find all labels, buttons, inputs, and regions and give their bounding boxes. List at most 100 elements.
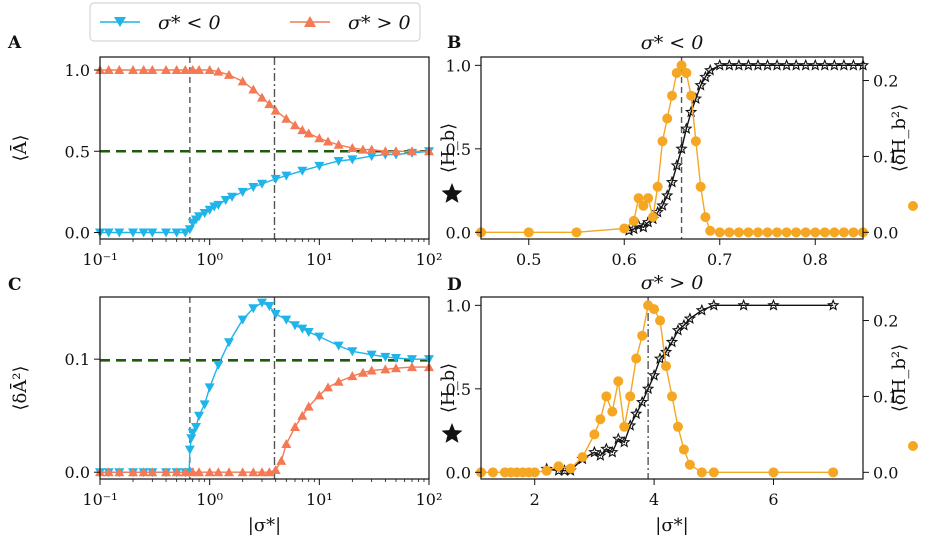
data-point (333, 157, 344, 166)
data-point (667, 391, 677, 402)
data-point (684, 105, 698, 118)
data-point (270, 309, 281, 319)
data-point (220, 196, 231, 205)
data-point (675, 142, 688, 155)
data-point (780, 58, 793, 71)
axes-frame (99, 56, 430, 240)
data-point (553, 461, 564, 472)
data-point (799, 58, 812, 71)
data-point (638, 200, 649, 211)
data-point (290, 321, 301, 331)
x-tick-label: 0.5 (516, 250, 541, 269)
panel-label: C (8, 275, 22, 295)
data-point (264, 99, 275, 109)
data-point (161, 228, 172, 238)
y-right-axis-label: ⟨δH_b²⟩ (889, 104, 910, 172)
y-axis-label: ⟨H_b⟩ (438, 123, 459, 173)
y-right-tick-label: 0.2 (873, 72, 898, 91)
data-point (647, 369, 661, 381)
data-point (147, 228, 158, 238)
data-point (290, 422, 301, 431)
data-point (390, 363, 401, 373)
y-axis-label: ⟨H_b⟩ (438, 363, 459, 413)
data-point (333, 139, 344, 149)
x-axis-label: |σ*| (248, 515, 281, 536)
y-tick-label: 0.5 (446, 140, 471, 159)
data-point (248, 183, 259, 192)
data-point (347, 143, 358, 152)
legend-marker-positive (304, 16, 316, 27)
data-point (190, 423, 201, 432)
data-point (838, 227, 849, 238)
data-point (366, 152, 377, 162)
data-point (248, 467, 259, 477)
data-point (665, 175, 679, 188)
data-point (627, 222, 640, 235)
data-point (213, 467, 224, 477)
data-point (323, 136, 334, 146)
data-point (661, 189, 674, 201)
data-point (589, 429, 600, 440)
data-point (227, 192, 238, 202)
data-point (194, 212, 205, 222)
data-point (103, 228, 114, 238)
data-point (366, 144, 377, 154)
data-point (237, 467, 248, 477)
data-point (223, 69, 234, 79)
data-point (487, 467, 498, 478)
data-point (256, 298, 267, 308)
data-point (810, 227, 821, 238)
data-point (696, 467, 707, 478)
data-point (699, 70, 712, 83)
data-point (737, 298, 750, 311)
data-point (213, 66, 224, 76)
data-point (762, 227, 773, 238)
data-point (633, 193, 644, 204)
data-point (653, 352, 667, 365)
legend-label-positive: σ* > 0 (348, 12, 411, 34)
legend-entry-negative: σ* < 0 (100, 12, 221, 34)
data-point (204, 205, 215, 215)
data-point (678, 444, 689, 455)
panel-title: σ* > 0 (641, 272, 704, 294)
x-tick-label: 10⁻¹ (82, 250, 117, 269)
data-point (667, 90, 677, 101)
data-point (264, 302, 275, 312)
data-point (800, 227, 811, 238)
data-point (826, 298, 840, 311)
data-point (180, 65, 191, 74)
series-line-0 (100, 150, 430, 234)
data-point (772, 227, 783, 238)
data-point (180, 228, 191, 238)
data-point (847, 58, 860, 71)
data-point (523, 227, 534, 238)
data-point (380, 352, 391, 362)
x-tick-label: 0.6 (612, 250, 637, 269)
data-point (248, 304, 259, 314)
data-point (357, 144, 368, 154)
data-point (184, 445, 195, 455)
data-point (256, 92, 267, 102)
panel-label: A (7, 33, 22, 53)
data-point (114, 467, 125, 477)
x-tick-label: 0.8 (803, 250, 828, 269)
series-line-1 (481, 304, 834, 473)
y-tick-label: 1.0 (65, 61, 90, 80)
data-point (607, 406, 618, 417)
data-point (237, 187, 248, 197)
data-point (714, 227, 725, 238)
data-point (635, 395, 649, 408)
data-point (347, 347, 358, 357)
series-line-0 (100, 301, 429, 473)
data-point (529, 467, 540, 478)
data-point (314, 332, 325, 342)
data-point (676, 60, 687, 71)
data-point (606, 445, 619, 458)
orange-dot-icon (908, 441, 918, 451)
data-point (237, 76, 248, 86)
data-point (630, 407, 643, 420)
data-point (281, 113, 292, 123)
data-point (713, 58, 726, 71)
y-right-tick-label: 0.0 (873, 223, 898, 242)
